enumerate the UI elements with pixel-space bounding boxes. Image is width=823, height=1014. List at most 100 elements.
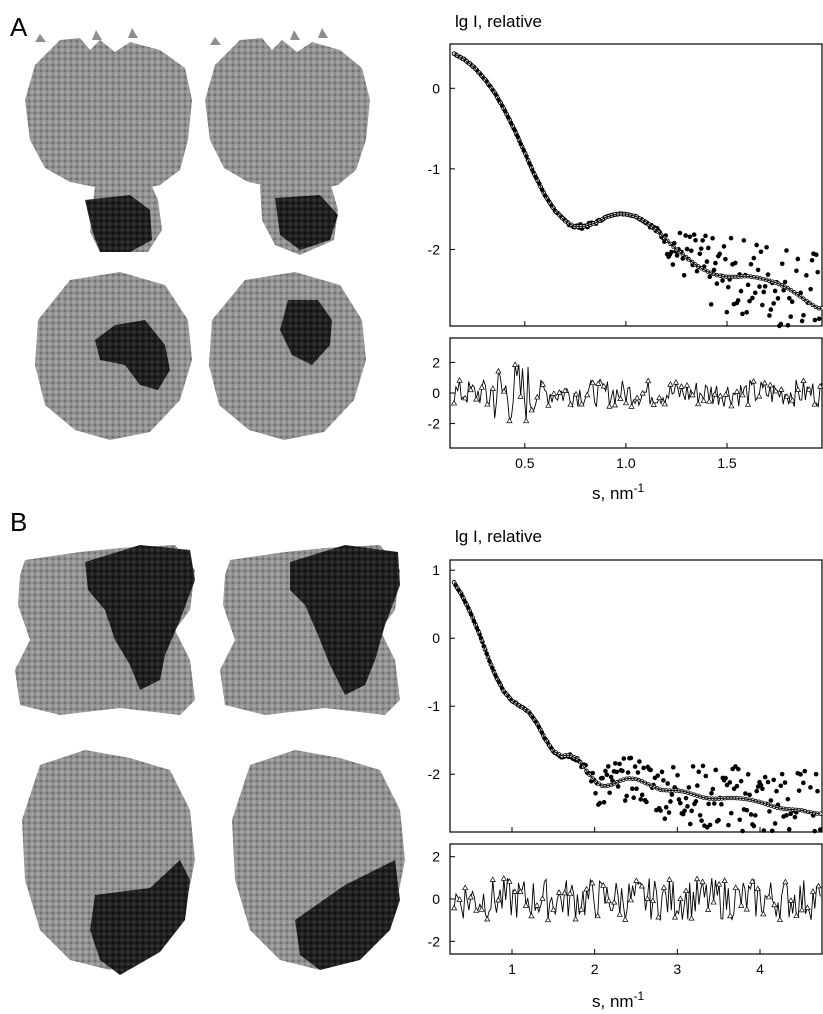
data-point: [792, 814, 798, 820]
residual-marker: [473, 907, 480, 913]
data-point: [815, 788, 820, 794]
data-point: [693, 799, 699, 804]
residual-marker: [539, 895, 546, 901]
data-point: [603, 768, 608, 774]
residual-marker: [456, 896, 463, 902]
residual-marker: [561, 387, 569, 393]
residual-marker: [556, 389, 563, 395]
data-point: [674, 253, 680, 258]
residual-marker: [661, 400, 668, 407]
data-point: [648, 767, 653, 773]
residual-marker: [633, 877, 640, 883]
residual-marker: [506, 878, 513, 884]
residual-marker: [572, 390, 580, 397]
data-point: [798, 772, 803, 777]
model-b-top-left: [15, 545, 195, 715]
residual-marker: [716, 880, 723, 887]
data-point: [735, 298, 741, 303]
residual-marker: [634, 394, 641, 401]
y-tick-label: -1: [428, 698, 441, 714]
residual-marker: [645, 377, 652, 384]
data-point: [635, 770, 641, 775]
residual-marker: [578, 400, 585, 407]
data-point: [693, 237, 698, 243]
residual-marker: [789, 396, 796, 403]
residual-marker: [639, 389, 646, 396]
model-a-bottom-right: [209, 272, 366, 440]
data-point: [809, 257, 815, 263]
data-point: [728, 810, 734, 816]
residual-marker: [778, 386, 785, 392]
residual-marker: [589, 879, 596, 886]
data-point: [634, 786, 639, 792]
data-point: [779, 771, 785, 777]
data-point: [727, 780, 733, 785]
residual-marker: [534, 393, 541, 400]
data-point: [670, 764, 676, 770]
residual-marker: [517, 888, 524, 894]
residual-marker: [682, 887, 690, 894]
x-tick-label: 1.0: [616, 455, 636, 471]
residual-marker: [638, 882, 645, 889]
data-point: [769, 828, 775, 834]
data-point: [748, 812, 754, 817]
data-point: [708, 302, 714, 307]
data-point: [799, 318, 805, 324]
data-point: [818, 827, 823, 832]
data-point: [726, 822, 731, 828]
data-point: [737, 817, 743, 823]
data-point: [683, 233, 688, 238]
data-point: [608, 774, 614, 780]
model-b-top-right: [220, 545, 400, 715]
residual-marker: [606, 402, 613, 409]
residual-marker: [732, 884, 739, 890]
residual-marker: [728, 402, 735, 409]
data-point: [600, 775, 605, 781]
data-point: [754, 242, 759, 248]
data-point: [665, 781, 670, 786]
x-tick-label: 1.5: [717, 455, 737, 471]
residual-marker: [811, 400, 818, 407]
data-point: [695, 783, 700, 788]
data-point: [675, 772, 680, 778]
data-point: [738, 778, 744, 784]
residual-marker: [616, 911, 623, 917]
data-point: [678, 800, 683, 806]
data-point: [802, 768, 808, 774]
data-point: [782, 780, 788, 785]
data-point: [614, 769, 620, 775]
residual-marker: [451, 904, 458, 911]
data-point: [768, 307, 774, 312]
residual-marker: [667, 381, 674, 387]
data-point: [774, 788, 779, 794]
data-point: [760, 786, 765, 792]
data-point: [812, 317, 818, 323]
residual-marker: [706, 397, 713, 404]
residual-marker: [711, 391, 718, 397]
data-point: [615, 784, 621, 789]
data-point: [685, 804, 690, 809]
data-point: [748, 261, 754, 267]
data-point: [723, 775, 728, 781]
data-point: [767, 809, 772, 814]
data-point: [795, 256, 801, 262]
residual-marker: [584, 391, 591, 398]
y-tick-label: 1: [432, 562, 440, 578]
y-tick-label: 0: [432, 630, 440, 646]
data-point: [772, 821, 778, 826]
data-point: [757, 284, 762, 289]
data-point: [814, 252, 819, 258]
residual-marker: [473, 395, 480, 402]
x-tick-label: 2: [591, 961, 599, 977]
ylabel-a: lg I, relative: [455, 12, 542, 31]
residual-marker: [776, 916, 783, 923]
res-y-tick-label: 2: [432, 849, 440, 865]
data-point: [801, 780, 806, 786]
data-point: [700, 238, 705, 243]
data-point: [765, 779, 771, 785]
x-tick-label: 1: [508, 961, 516, 977]
residual-marker: [506, 417, 513, 424]
x-tick-label: 3: [673, 961, 681, 977]
data-point: [593, 790, 598, 796]
data-point: [666, 810, 672, 815]
